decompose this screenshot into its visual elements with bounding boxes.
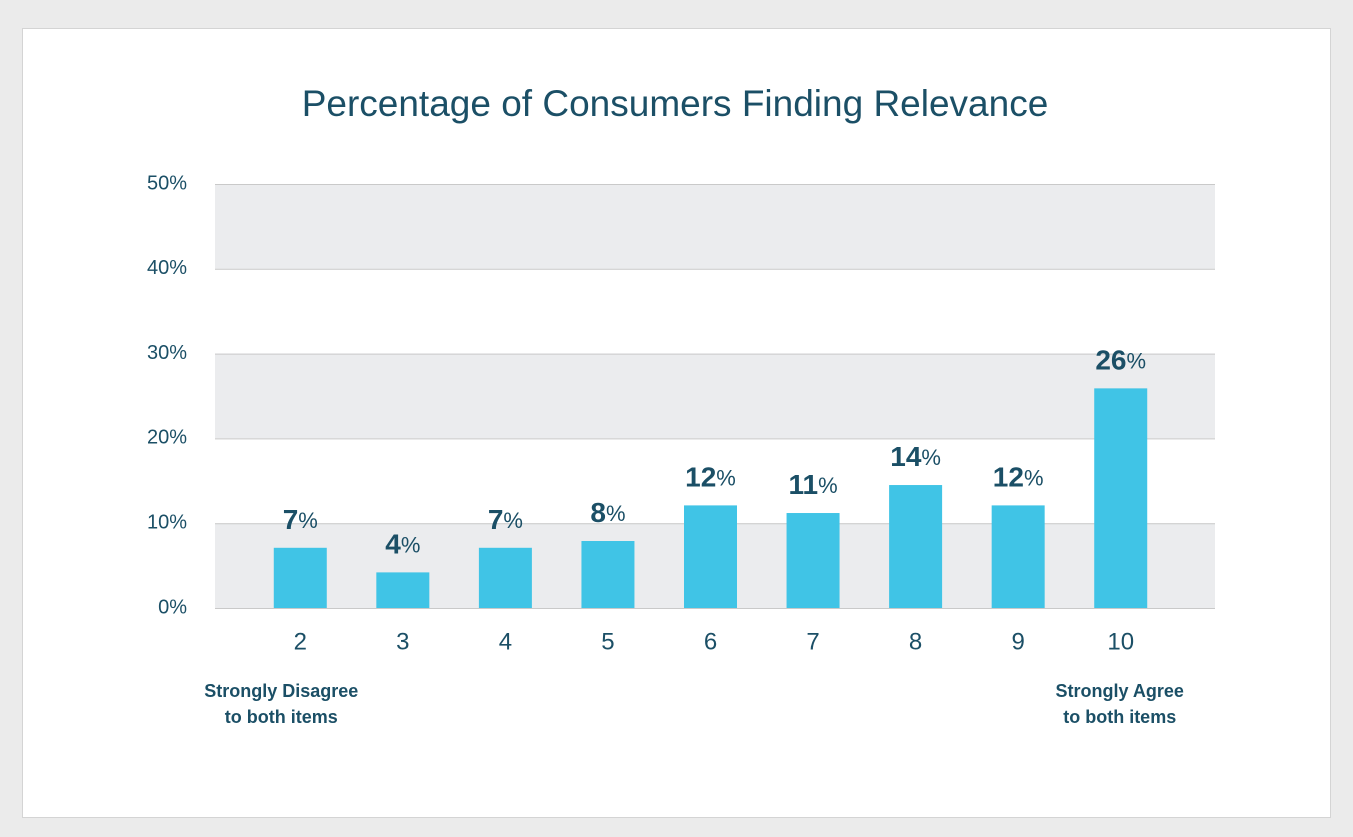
grid-band xyxy=(215,353,1215,439)
data-label: 11% xyxy=(788,469,837,500)
annotation: Strongly Disagree xyxy=(204,681,358,701)
bar xyxy=(478,547,532,608)
bar xyxy=(581,541,635,608)
data-label: 12% xyxy=(685,462,736,493)
y-tick-label: 10% xyxy=(147,511,187,533)
bar xyxy=(684,505,737,608)
x-tick-label: 8 xyxy=(909,628,922,655)
bar xyxy=(786,513,840,608)
data-label: 26% xyxy=(1095,345,1146,376)
annotation: to both items xyxy=(1063,707,1176,727)
x-tick-label: 7 xyxy=(806,628,819,655)
annotation: to both items xyxy=(225,707,338,727)
y-tick-label: 30% xyxy=(147,342,187,364)
y-tick-label: 20% xyxy=(147,427,187,449)
bar xyxy=(273,547,327,608)
x-tick-label: 9 xyxy=(1011,628,1024,655)
y-tick-label: 50% xyxy=(147,172,187,194)
y-tick-label: 0% xyxy=(158,596,187,618)
x-tick-label: 2 xyxy=(294,628,307,655)
bar xyxy=(889,485,943,608)
x-tick-label: 4 xyxy=(499,628,512,655)
x-tick-label: 3 xyxy=(396,628,409,655)
data-label: 7% xyxy=(488,504,523,535)
data-label: 7% xyxy=(283,504,318,535)
data-label: 4% xyxy=(385,529,420,560)
bar xyxy=(1094,388,1148,608)
bar xyxy=(376,572,430,608)
y-tick-label: 40% xyxy=(147,257,187,279)
x-tick-label: 5 xyxy=(601,628,614,655)
x-tick-label: 10 xyxy=(1107,628,1134,655)
data-label: 12% xyxy=(993,462,1044,493)
chart-title: Percentage of Consumers Finding Relevanc… xyxy=(302,83,1049,124)
data-label: 8% xyxy=(590,497,625,528)
data-label: 14% xyxy=(890,441,941,472)
grid-band xyxy=(215,184,1215,269)
x-tick-label: 6 xyxy=(704,628,717,655)
annotation: Strongly Agree xyxy=(1056,681,1184,701)
bar xyxy=(991,505,1045,608)
